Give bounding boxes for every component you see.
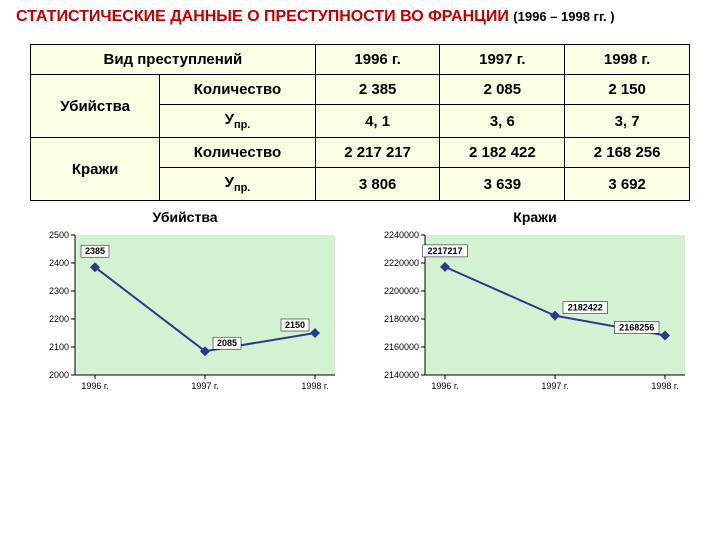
svg-text:2180000: 2180000 [384, 314, 419, 324]
svg-text:2200000: 2200000 [384, 286, 419, 296]
cell: 2 385 [315, 75, 440, 105]
svg-text:1996 г.: 1996 г. [81, 381, 108, 391]
svg-text:2100: 2100 [49, 342, 69, 352]
row-qty: Количество [160, 138, 316, 168]
svg-text:2150: 2150 [285, 320, 305, 330]
th-1997: 1997 г. [440, 45, 565, 75]
cell: 3 806 [315, 168, 440, 201]
svg-text:2000: 2000 [49, 370, 69, 380]
cell: 2 150 [565, 75, 690, 105]
chart-murders: Убийства 2000 2100 2200 2300 2400 2500 1996 г.… [25, 209, 345, 399]
u-sub: пр. [234, 182, 250, 194]
chart-thefts: Кражи 2140000 2160000 2180000 2200000 222000… [375, 209, 695, 399]
svg-text:1998 г.: 1998 г. [301, 381, 328, 391]
svg-text:1998 г.: 1998 г. [651, 381, 678, 391]
cell: 3 639 [440, 168, 565, 201]
cell: 3, 7 [565, 105, 690, 138]
row-thefts: Кражи [31, 138, 160, 201]
row-u: Упр. [160, 105, 316, 138]
svg-text:2500: 2500 [49, 230, 69, 240]
row-murders: Убийства [31, 75, 160, 138]
svg-text:1996 г.: 1996 г. [431, 381, 458, 391]
svg-text:2160000: 2160000 [384, 342, 419, 352]
svg-text:2385: 2385 [85, 246, 105, 256]
title-years: (1996 – 1998 гг. ) [513, 9, 614, 24]
svg-text:2085: 2085 [217, 338, 237, 348]
svg-text:2300: 2300 [49, 286, 69, 296]
cell: 2 085 [440, 75, 565, 105]
th-1996: 1996 г. [315, 45, 440, 75]
page-title: СТАТИСТИЧЕСКИЕ ДАННЫЕ О ПРЕСТУПНОСТИ ВО … [16, 8, 704, 26]
th-1998: 1998 г. [565, 45, 690, 75]
svg-text:2168256: 2168256 [619, 322, 654, 332]
chart-thefts-svg: 2140000 2160000 2180000 2200000 2220000 22400… [375, 229, 695, 399]
u-sub: пр. [234, 119, 250, 131]
cell: 3 692 [565, 168, 690, 201]
u-letter: У [225, 174, 234, 191]
svg-text:2140000: 2140000 [384, 370, 419, 380]
svg-text:2400: 2400 [49, 258, 69, 268]
charts-row: Убийства 2000 2100 2200 2300 2400 2500 1996 г.… [16, 209, 704, 399]
chart-murders-title: Убийства [25, 209, 345, 225]
chart-murders-svg: 2000 2100 2200 2300 2400 2500 1996 г. 1997 г. 19… [25, 229, 345, 399]
crime-table: Вид преступлений 1996 г. 1997 г. 1998 г.… [30, 44, 690, 201]
title-main: СТАТИСТИЧЕСКИЕ ДАННЫЕ О ПРЕСТУПНОСТИ ВО … [16, 8, 509, 25]
cell: 2 168 256 [565, 138, 690, 168]
cell: 2 217 217 [315, 138, 440, 168]
svg-text:2200: 2200 [49, 314, 69, 324]
cell: 2 182 422 [440, 138, 565, 168]
svg-text:1997 г.: 1997 г. [541, 381, 568, 391]
svg-text:1997 г.: 1997 г. [191, 381, 218, 391]
u-letter: У [225, 111, 234, 128]
cell: 4, 1 [315, 105, 440, 138]
th-type: Вид преступлений [31, 45, 316, 75]
svg-text:2220000: 2220000 [384, 258, 419, 268]
svg-text:2240000: 2240000 [384, 230, 419, 240]
svg-text:2182422: 2182422 [568, 303, 603, 313]
svg-text:2217217: 2217217 [427, 246, 462, 256]
row-u: Упр. [160, 168, 316, 201]
chart-thefts-title: Кражи [375, 209, 695, 225]
cell: 3, 6 [440, 105, 565, 138]
row-qty: Количество [160, 75, 316, 105]
